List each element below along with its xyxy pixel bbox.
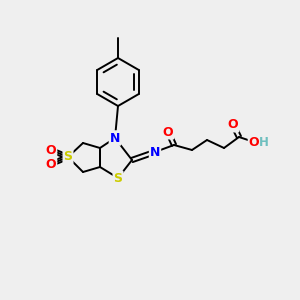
Text: N: N <box>110 131 120 145</box>
Text: O: O <box>46 158 56 170</box>
Text: N: N <box>110 131 120 145</box>
Text: O: O <box>228 118 238 131</box>
Text: N: N <box>150 146 160 158</box>
Text: S: S <box>64 151 73 164</box>
Text: S: S <box>113 172 122 184</box>
Text: O: O <box>46 143 56 157</box>
Text: O: O <box>249 136 259 148</box>
Text: H: H <box>259 136 269 148</box>
Text: O: O <box>163 125 173 139</box>
